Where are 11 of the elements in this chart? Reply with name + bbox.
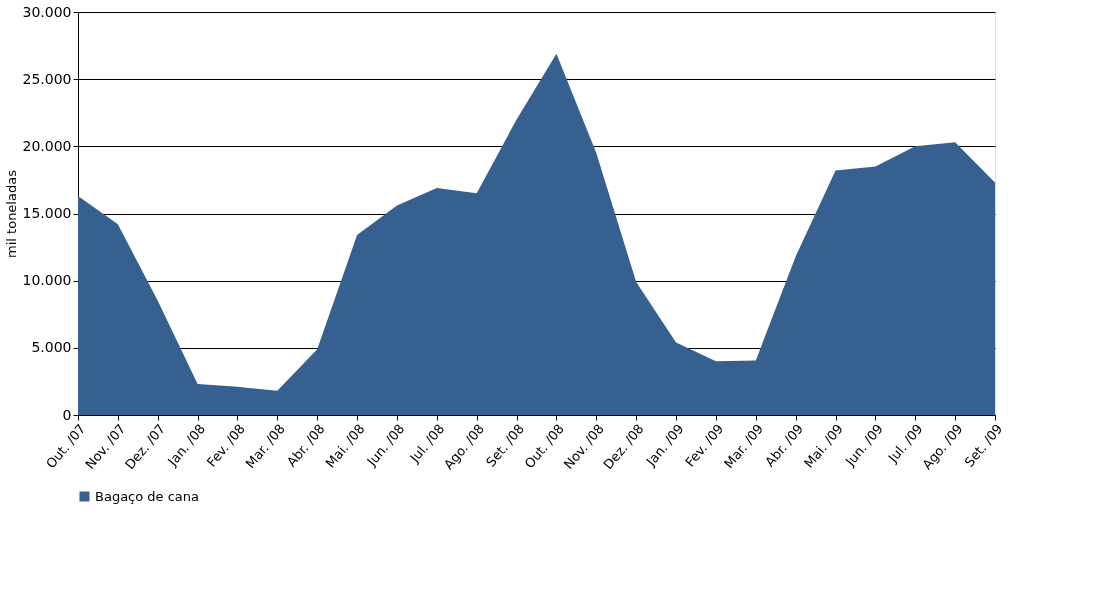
y-tick-label: 15.000	[22, 205, 72, 221]
y-tick-label: 10.000	[22, 272, 72, 289]
x-tick-label: Jun. /08	[363, 421, 408, 470]
legend-label: Bagaço de cana	[95, 488, 200, 504]
y-tick-label: 30.000	[22, 3, 72, 20]
y-tick-label: 20.000	[22, 137, 72, 154]
y-tick-label: 5.000	[31, 339, 72, 356]
x-tick-label: Set. /09	[961, 421, 1006, 470]
y-axis-title: mil toneladas	[3, 169, 19, 258]
y-tick-label: 25.000	[22, 70, 72, 87]
y-tick-label: 0	[62, 406, 72, 423]
